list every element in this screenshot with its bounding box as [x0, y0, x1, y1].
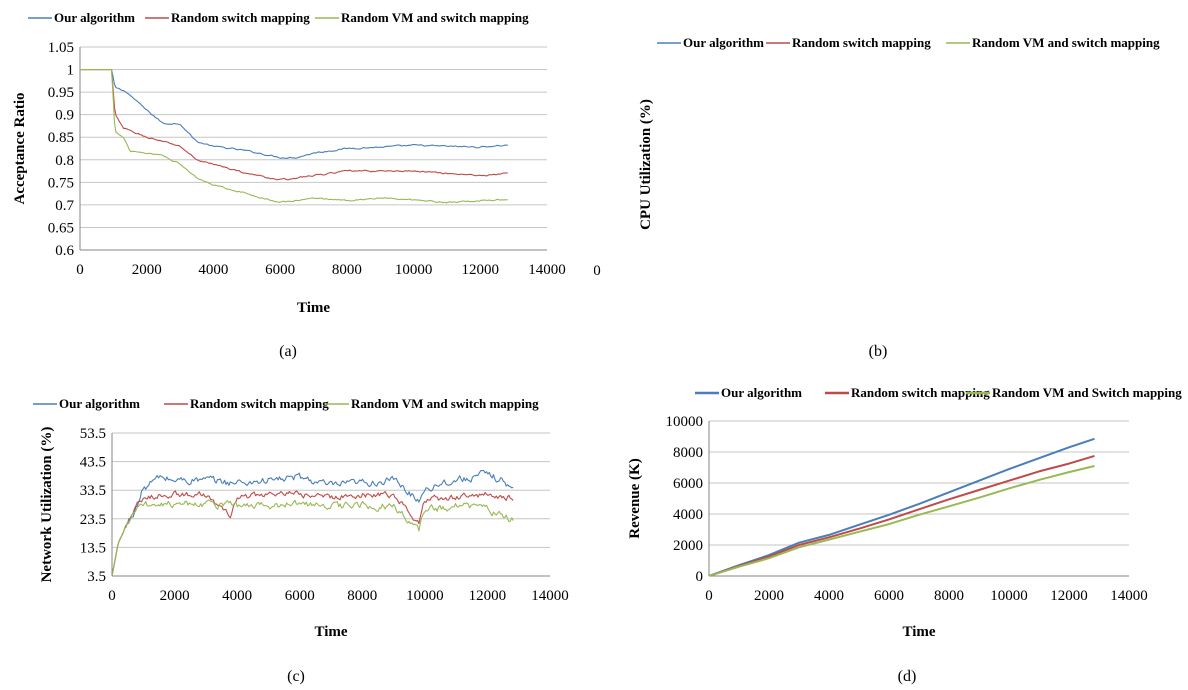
y-tick-label: 6000 [673, 476, 703, 492]
x-tick-label: 4000 [198, 262, 228, 278]
chart-panel-b: 1525354555657585950200040006000800010000… [594, 0, 1188, 365]
y-axis-title: CPU Utilization (%) [638, 99, 654, 230]
y-tick-label: 8000 [673, 445, 703, 461]
caption-d: (d) [897, 668, 917, 685]
series-line-2 [112, 490, 514, 576]
x-tick-label: 6000 [265, 262, 295, 278]
x-tick-label: 14000 [1110, 588, 1148, 604]
y-tick-label: 0.6 [55, 243, 74, 259]
x-tick-label: 12000 [469, 588, 507, 604]
x-tick-label: 0 [108, 588, 116, 604]
y-axis-title: Acceptance Ratio [12, 92, 28, 204]
series-line-3 [709, 465, 1095, 576]
y-tick-label: 0.7 [55, 198, 74, 214]
y-tick-label: 0.65 [48, 220, 74, 236]
y-tick-label: 0.8 [55, 153, 74, 169]
x-tick-label: 14000 [528, 262, 566, 278]
chart-a-svg: 0.6 0.65 0.7 0.75 0.8 0.85 0.9 0.95 1 1.05 0 2000 40… [12, 10, 566, 316]
y-tick-label: 0.85 [48, 130, 74, 146]
y-tick-label: 2000 [673, 538, 703, 554]
x-tick-label: 6000 [874, 588, 904, 604]
y-tick-label: 1 [67, 63, 75, 79]
y-tick-label: 10000 [666, 414, 704, 430]
legend-label: Our algorithm [721, 385, 802, 400]
x-tick-label: 14000 [531, 588, 569, 604]
y-tick-label: 43.5 [80, 455, 106, 471]
x-tick-label: 8000 [934, 588, 964, 604]
series-line-2 [709, 454, 1095, 576]
series-line-1 [709, 437, 1095, 576]
y-tick-label: 33.5 [80, 483, 106, 499]
y-tick-label: 1.05 [48, 40, 74, 56]
y-tick-label: 0 [696, 569, 704, 585]
chart-c-svg: 3.5 13.5 23.5 33.5 43.5 53.5 0 2000 4000 6000 8000… [33, 396, 569, 640]
chart-b-svg: 1525354555657585950200040006000800010000… [594, 35, 1160, 279]
legend-label: Random switch mapping [792, 35, 931, 50]
legend-label: Random switch mapping [851, 385, 990, 400]
y-tick-label: 3.5 [87, 569, 106, 585]
y-tick-label: 0.9 [55, 108, 74, 124]
chart-d-svg: 0 2000 4000 6000 8000 10000 0 2000 4000 6000 8000 1… [627, 385, 1182, 640]
legend-label: Our algorithm [683, 35, 764, 50]
x-tick-label: 14000 [594, 263, 601, 279]
x-tick-label: 2000 [754, 588, 784, 604]
legend-label: Random VM and switch mapping [351, 396, 539, 411]
x-tick-label: 4000 [222, 588, 252, 604]
series-line-3 [112, 499, 514, 576]
x-tick-label: 8000 [347, 588, 377, 604]
x-tick-label: 2000 [160, 588, 190, 604]
series-line-2 [80, 69, 508, 181]
x-tick-label: 10000 [406, 588, 444, 604]
y-tick-label: 0.75 [48, 175, 74, 191]
chart-panel-a: 0.6 0.65 0.7 0.75 0.8 0.85 0.9 0.95 1 1.05 0 2000 40… [0, 0, 594, 365]
legend-label: Our algorithm [54, 10, 135, 25]
x-axis-title: Time [314, 624, 347, 640]
y-tick-label: 23.5 [80, 512, 106, 528]
legend-label: Our algorithm [59, 396, 140, 411]
x-axis-title: Time [902, 624, 935, 640]
chart-panel-c: 3.5 13.5 23.5 33.5 43.5 53.5 0 2000 4000 6000 8000… [0, 365, 594, 690]
y-axis-title: Revenue (K) [627, 458, 643, 538]
legend-label: Random VM and switch mapping [341, 10, 529, 25]
x-tick-label: 8000 [332, 262, 362, 278]
series-line-1 [80, 69, 508, 159]
caption-c: (c) [287, 668, 305, 685]
x-tick-label: 0 [76, 262, 84, 278]
caption-b: (b) [868, 343, 888, 360]
x-tick-label: 12000 [462, 262, 500, 278]
x-tick-label: 6000 [285, 588, 315, 604]
x-tick-label: 10000 [990, 588, 1028, 604]
x-tick-label: 10000 [395, 262, 433, 278]
legend-label: Random VM and Switch mapping [992, 385, 1182, 400]
legend-label: Random VM and switch mapping [972, 35, 1160, 50]
y-axis-title: Network Utilization (%) [39, 427, 55, 583]
series-line-3 [80, 69, 508, 204]
x-tick-label: 12000 [1050, 588, 1088, 604]
series-line-1 [112, 469, 514, 576]
x-tick-label: 4000 [814, 588, 844, 604]
legend-label: Random switch mapping [190, 396, 329, 411]
chart-panel-d: 0 2000 4000 6000 8000 10000 0 2000 4000 6000 8000 1… [594, 365, 1188, 690]
x-tick-label: 2000 [132, 262, 162, 278]
y-tick-label: 4000 [673, 507, 703, 523]
x-tick-label: 0 [705, 588, 713, 604]
y-tick-label: 13.5 [80, 540, 106, 556]
x-axis-title: Time [297, 300, 330, 316]
legend-label: Random switch mapping [171, 10, 310, 25]
y-tick-label: 53.5 [80, 426, 106, 442]
caption-a: (a) [279, 343, 297, 360]
y-tick-label: 0.95 [48, 85, 74, 101]
